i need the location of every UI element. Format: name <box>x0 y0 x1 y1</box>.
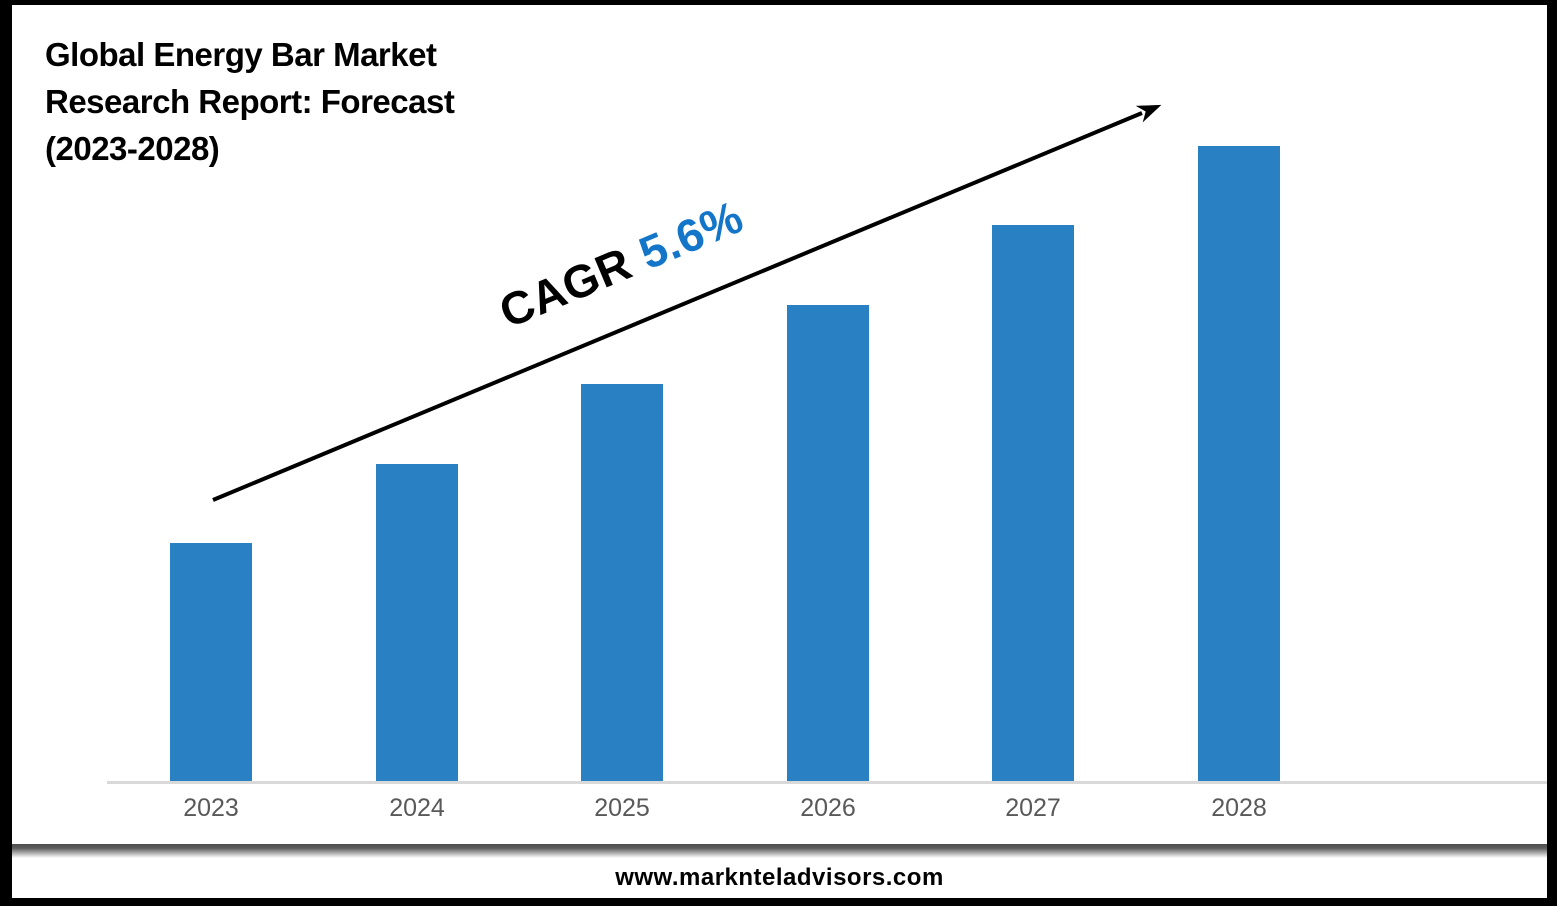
bar-2024 <box>376 464 458 782</box>
x-axis-label-2023: 2023 <box>183 794 239 822</box>
x-axis-label-2026: 2026 <box>800 794 856 822</box>
x-axis-label-2027: 2027 <box>1005 794 1061 822</box>
bar-2028 <box>1198 146 1280 782</box>
chart-title-line-2: Research Report: Forecast <box>45 83 455 120</box>
x-axis-label-2025: 2025 <box>594 794 650 822</box>
x-axis-label-2028: 2028 <box>1211 794 1267 822</box>
cagr-label: CAGR <box>491 236 639 338</box>
bar-2027 <box>992 225 1074 782</box>
x-axis-label-2024: 2024 <box>389 794 445 822</box>
x-axis-line <box>107 781 1547 784</box>
bar-2026 <box>787 305 869 782</box>
footer: www.marknteladvisors.com <box>12 858 1547 898</box>
cagr-annotation: CAGR5.6% <box>492 162 819 343</box>
website-url: www.marknteladvisors.com <box>615 864 944 891</box>
cagr-value: 5.6% <box>631 190 751 280</box>
chart-title-line-3: (2023-2028) <box>45 130 220 167</box>
chart-title: Global Energy Bar Market Research Report… <box>45 31 505 172</box>
bar-2023 <box>170 543 252 782</box>
chart-title-line-1: Global Energy Bar Market <box>45 36 437 73</box>
bar-2025 <box>581 384 663 782</box>
footer-divider <box>12 844 1547 858</box>
